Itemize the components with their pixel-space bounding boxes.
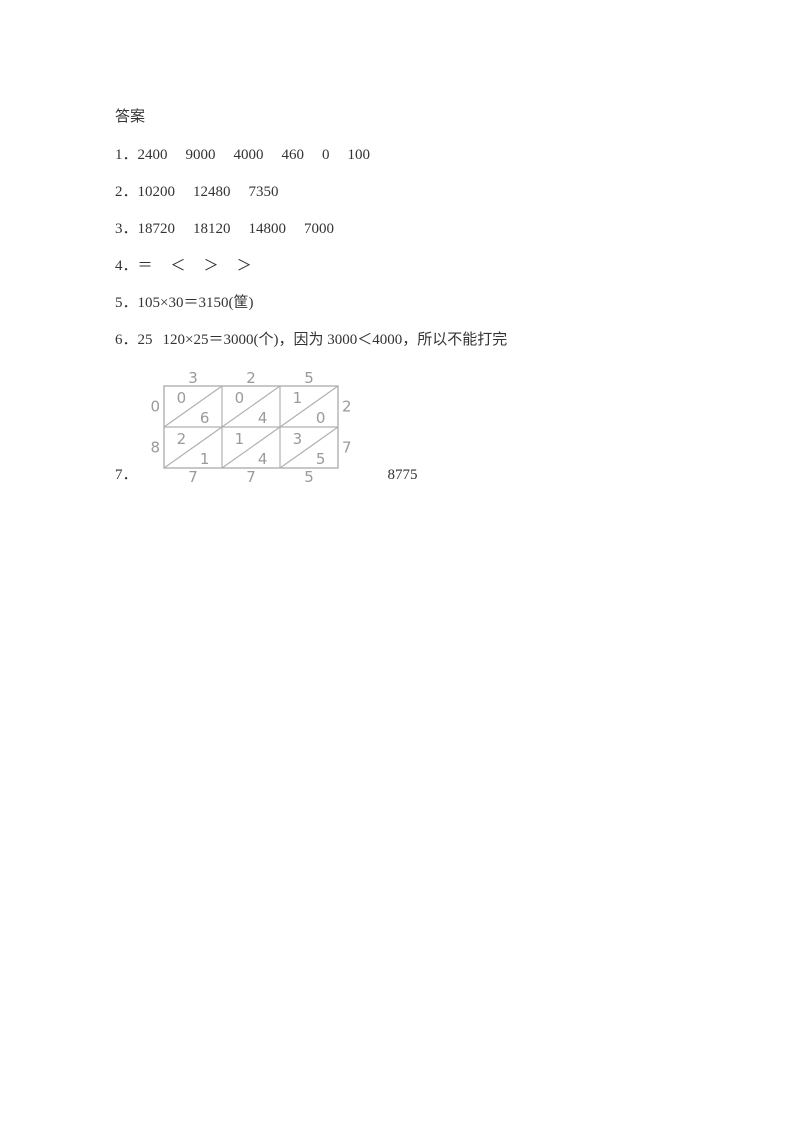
answer-line-7: 7． 3250827775060410211435 8775 [115,370,675,484]
val: 0 [322,147,330,163]
svg-text:2: 2 [342,398,352,416]
text: 120×25＝3000(个)，因为 3000＜4000，所以不能打完 [163,332,508,348]
label: 7． [115,463,138,484]
svg-text:0: 0 [315,409,325,427]
svg-text:0: 0 [150,398,160,416]
val: ＜ [171,258,186,274]
svg-text:1: 1 [234,430,244,448]
val: 2400 [138,147,168,163]
result: 8775 [388,467,418,484]
svg-text:3: 3 [292,430,302,448]
val: 18720 [138,221,176,237]
answer-line-4: 4．＝ ＜ ＞ ＞ [115,259,675,274]
val: 100 [348,147,371,163]
svg-text:5: 5 [304,468,314,484]
svg-text:7: 7 [342,439,352,457]
answer-line-5: 5．105×30＝3150(筐) [115,296,675,311]
val: ＞ [237,258,252,274]
label: 6． [115,332,138,348]
svg-text:1: 1 [292,389,302,407]
svg-text:0: 0 [176,389,186,407]
svg-text:4: 4 [257,409,267,427]
svg-text:2: 2 [176,430,186,448]
val: ＞ [204,258,219,274]
val: 4000 [234,147,264,163]
label: 1． [115,147,138,163]
svg-text:3: 3 [188,370,198,387]
answer-line-1: 1．2400 9000 4000 460 0 100 [115,148,675,163]
svg-text:6: 6 [199,409,209,427]
svg-text:2: 2 [246,370,256,387]
label: 3． [115,221,138,237]
val: 14800 [249,221,287,237]
val: 7000 [304,221,334,237]
val: 25 [138,332,153,348]
svg-text:5: 5 [304,370,314,387]
val: 18120 [193,221,231,237]
answers-title: 答案 [115,105,675,126]
answer-line-3: 3．18720 18120 14800 7000 [115,222,675,237]
text: 105×30＝3150(筐) [138,295,254,311]
val: 7350 [249,184,279,200]
lattice-diagram: 3250827775060410211435 [146,370,356,484]
val: 460 [282,147,305,163]
val: 10200 [138,184,176,200]
answer-line-2: 2．10200 12480 7350 [115,185,675,200]
svg-text:7: 7 [188,468,198,484]
svg-text:1: 1 [199,450,209,468]
svg-text:8: 8 [150,439,160,457]
val: ＝ [138,258,153,274]
svg-text:0: 0 [234,389,244,407]
answer-line-6: 6．25 120×25＝3000(个)，因为 3000＜4000，所以不能打完 [115,333,675,348]
label: 2． [115,184,138,200]
label: 5． [115,295,138,311]
val: 9000 [186,147,216,163]
svg-text:7: 7 [246,468,256,484]
label: 4． [115,258,138,274]
svg-text:5: 5 [315,450,325,468]
val: 12480 [193,184,231,200]
svg-text:4: 4 [257,450,267,468]
